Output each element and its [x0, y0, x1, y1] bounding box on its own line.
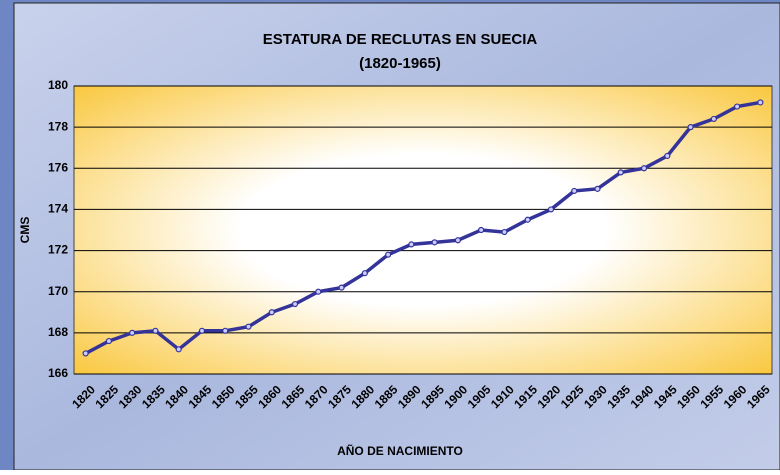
- y-tick-label: 180: [48, 78, 68, 92]
- marker: [105, 337, 113, 345]
- line: [84, 100, 761, 355]
- marker: [501, 228, 508, 236]
- y-tick-label: 174: [48, 202, 68, 216]
- marker: [175, 346, 182, 353]
- chart-title: ESTATURA DE RECLUTAS EN SUECIA: [263, 31, 538, 48]
- marker: [291, 300, 299, 308]
- marker: [129, 329, 136, 336]
- marker: [245, 323, 252, 330]
- marker: [361, 270, 368, 277]
- marker: [478, 226, 485, 234]
- chart-subtitle: (1820-1965): [359, 55, 441, 72]
- marker: [733, 103, 741, 110]
- marker: [547, 206, 555, 213]
- marker: [82, 350, 89, 357]
- marker: [268, 309, 275, 316]
- y-tick-label: 172: [48, 243, 68, 257]
- marker: [687, 124, 694, 131]
- y-tick-label: 166: [48, 366, 68, 380]
- marker: [571, 187, 578, 195]
- y-tick-label: 176: [48, 160, 68, 174]
- y-axis-label: CMS: [18, 217, 32, 244]
- marker: [198, 327, 206, 334]
- marker: [385, 251, 392, 258]
- marker: [315, 288, 322, 295]
- y-tick-label: 168: [48, 325, 68, 339]
- marker: [640, 165, 648, 172]
- y-tick-label: 178: [48, 119, 68, 133]
- marker: [222, 327, 229, 334]
- plot-area: [73, 85, 773, 375]
- marker: [664, 152, 671, 160]
- x-axis-label: AÑO DE NACIMIENTO: [337, 443, 463, 458]
- marker: [152, 327, 159, 334]
- y-tick-label: 170: [48, 284, 68, 298]
- marker: [617, 169, 624, 176]
- marker: [431, 239, 438, 246]
- marker: [594, 185, 601, 192]
- marker: [757, 99, 764, 106]
- marker: [454, 237, 461, 244]
- marker: [710, 115, 717, 123]
- marker: [338, 284, 345, 291]
- marker: [524, 216, 531, 223]
- marker: [408, 241, 415, 248]
